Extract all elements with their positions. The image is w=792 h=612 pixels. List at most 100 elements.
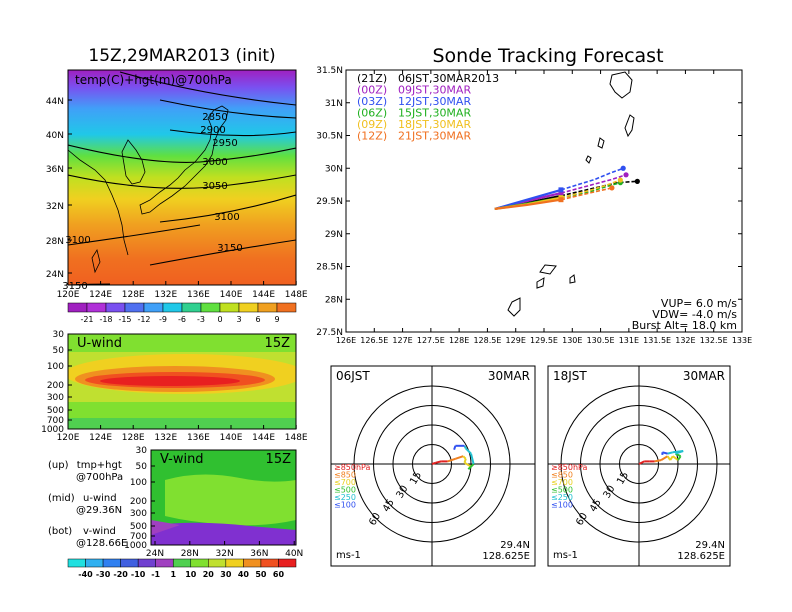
hodograph-trace-segment (672, 450, 684, 454)
forecast-utc: (09Z) (357, 118, 387, 131)
colorbar-swatch (137, 558, 156, 568)
height-contour (68, 144, 296, 163)
p-tick-label: 300 (130, 509, 147, 519)
colorbar-label: -18 (99, 315, 112, 324)
lon-tick-label: 128E (122, 290, 145, 300)
colorbar-label: 20 (203, 570, 215, 579)
forecast-jst: 12JST,30MAR (398, 95, 471, 108)
hodograph-trace-segment (462, 455, 467, 460)
island-south-1 (539, 264, 557, 275)
track-end-point (620, 165, 626, 171)
height-contour (68, 224, 201, 246)
hodograph-level-label: ≤250 (551, 493, 573, 502)
map-lon-tick-label: 132E (675, 336, 695, 345)
map-lat-tick-label: 30N (325, 164, 343, 174)
hodograph-trace-segment (667, 451, 674, 455)
burst-text: Burst Alt= 18.0 km (632, 319, 737, 332)
island-chain-1 (624, 114, 635, 138)
lat-tick-label: 40N (46, 131, 64, 141)
hodograph-trace-segment (463, 458, 467, 464)
p-tick-label: 700 (130, 532, 147, 542)
track-dashed (560, 167, 624, 191)
hodograph-lat: 29.4N (500, 540, 530, 551)
colorbar-label: 1 (170, 570, 176, 579)
colorbar-label: 6 (255, 315, 260, 324)
forecast-utc: (12Z) (357, 130, 387, 143)
lat-tick-label: 24N (46, 270, 64, 280)
panel-v-wind-label: V-wind (160, 452, 204, 467)
lon-tick-label: 136E (187, 433, 210, 443)
track-end-point (623, 172, 629, 178)
temp-colorbar: -21 -18 -15 -12 -9 -6 -3 0 3 6 9 (67, 302, 297, 324)
hodograph-date: 30MAR (488, 369, 530, 383)
colorbar-swatch (208, 558, 227, 568)
lat-tick-label: 32N (46, 202, 64, 212)
map-lat-tick-label: 29N (325, 230, 343, 240)
island-chain-3 (585, 155, 592, 164)
track-line (494, 188, 562, 210)
lon-tick-label: 132E (154, 290, 177, 300)
track-dashed (560, 174, 627, 194)
sonde-tracks (494, 165, 640, 210)
lon-tick-label: 144E (252, 433, 275, 443)
forecast-utc: (00Z) (357, 84, 387, 97)
hodograph-level-label: ≤100 (551, 501, 573, 510)
colorbar-swatch (257, 302, 278, 313)
contour-label: 2900 (200, 125, 225, 136)
colorbar-label: 9 (274, 315, 279, 324)
height-contour (119, 71, 296, 106)
wind-colorbar: -40 -30 -20 -10 -1 1 10 20 30 40 50 60 (67, 558, 297, 579)
hodograph-time: 06JST (336, 369, 370, 383)
hodograph-date: 30MAR (683, 369, 725, 383)
track-dashed (560, 187, 613, 201)
map-lat-tick-label: 27.5N (316, 328, 343, 338)
left-title: 15Z,29MAR2013 (init) (88, 46, 275, 66)
map-lon-tick-label: 127.5E (417, 336, 445, 345)
map-lon-tick-label: 129E (506, 336, 526, 345)
contour-label: 2950 (212, 138, 237, 149)
p-tick-label: 30 (53, 330, 65, 340)
p-tick-label: 1000 (41, 425, 64, 435)
forecast-utc: (03Z) (357, 95, 387, 108)
colorbar-label: -12 (137, 315, 150, 324)
colorbar-label: -15 (118, 315, 131, 324)
map-lat-tick-label: 31.5N (316, 66, 343, 76)
forecast-jst: 06JST,30MAR2013 (398, 72, 499, 85)
colorbar-label: 3 (236, 315, 241, 324)
colorbar-label: 40 (238, 570, 250, 579)
contour-label: 3100 (65, 235, 90, 246)
vdw-text: VDW= -4.0 m/s (652, 308, 737, 321)
map-lat-tick-label: 28.5N (316, 263, 343, 273)
lon-tick-label: 140E (220, 433, 243, 443)
forecast-jst: 09JST,30MAR (398, 84, 471, 97)
track-end-point (609, 185, 615, 191)
hodograph-lon: 128.625E (677, 551, 725, 562)
colorbar-label: -10 (131, 570, 146, 579)
hodograph-lat: 29.4N (695, 540, 725, 551)
hodograph-ring-label: 30 (602, 484, 618, 501)
p-tick-label: 500 (130, 522, 147, 532)
lat-tick-label: 32N (216, 549, 234, 559)
colorbar-swatch (102, 558, 121, 568)
height-contour (159, 99, 296, 119)
colorbar-label: -9 (159, 315, 167, 324)
colorbar-swatch (200, 302, 221, 313)
colorbar-swatch (124, 302, 145, 313)
forecast-jst: 15JST,30MAR (398, 107, 471, 120)
lat-tick-label: 36N (46, 165, 64, 175)
hodograph-trace-segment (672, 455, 679, 461)
map-lat-tick-label: 30.5N (316, 132, 343, 142)
japan-coast (139, 105, 229, 215)
hodograph-level-label: ≤250 (334, 493, 356, 502)
panel-legend-notes: (up) tmp+hgt@700hPa(mid) u-wind@29.36N (bot… (48, 460, 127, 549)
map-lat-tick-label: 31N (325, 99, 343, 109)
lon-tick-label: 148E (285, 290, 308, 300)
legend-note-key: (up) (48, 460, 69, 471)
hodograph-ring-label: 60 (367, 511, 383, 528)
p-tick-label: 100 (47, 362, 64, 372)
hodograph-unit: ms-1 (553, 550, 578, 561)
colorbar-swatch (86, 302, 107, 313)
lon-tick-label: 136E (187, 290, 210, 300)
